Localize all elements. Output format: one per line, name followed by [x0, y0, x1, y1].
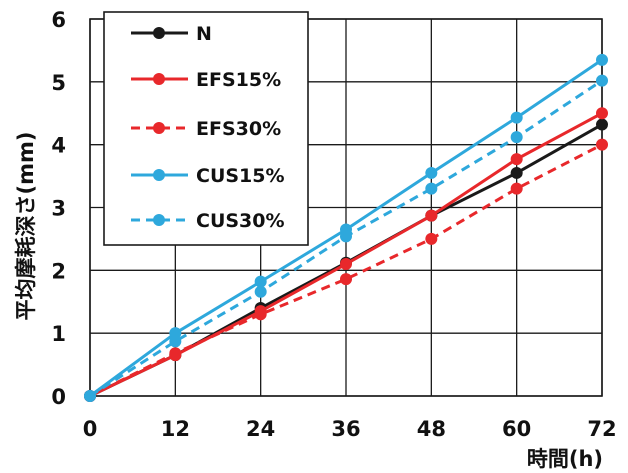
- plot-area: [89, 18, 603, 397]
- legend-item: CUS30%: [131, 210, 285, 232]
- data-point: [510, 153, 523, 166]
- y-tick-label: 2: [51, 259, 66, 283]
- data-point: [340, 230, 352, 243]
- y-tick-label: 6: [51, 8, 66, 32]
- data-point: [510, 111, 523, 124]
- x-tick-label: 0: [83, 417, 98, 441]
- data-point: [254, 285, 267, 298]
- data-point: [340, 258, 352, 271]
- data-point: [596, 53, 608, 66]
- x-tick-label: 60: [502, 417, 531, 441]
- y-tick-label: 1: [51, 322, 66, 346]
- data-point: [510, 166, 523, 179]
- legend-item: EFS30%: [131, 118, 281, 140]
- legend-label: EFS30%: [196, 118, 281, 140]
- legend-marker: [153, 122, 165, 134]
- legend-marker: [153, 169, 165, 181]
- legend-item: CUS15%: [131, 165, 285, 187]
- legend-item: EFS15%: [131, 69, 281, 91]
- data-point: [596, 118, 608, 131]
- y-tick-label: 4: [51, 134, 66, 158]
- series-layer: [84, 53, 608, 402]
- data-point: [510, 182, 523, 195]
- data-point: [596, 74, 608, 87]
- plot-frame: [89, 18, 603, 397]
- y-axis-label: 平均摩耗深さ(mm): [14, 132, 38, 321]
- data-point: [254, 275, 267, 288]
- legend-item: N: [131, 23, 212, 45]
- legend-marker: [153, 27, 165, 39]
- legend: N EFS15% EFS30% CUS15% CUS30%: [103, 11, 309, 246]
- data-point: [169, 335, 182, 348]
- y-tick-label: 0: [51, 385, 66, 409]
- x-tick-label: 12: [161, 417, 190, 441]
- data-point: [340, 273, 352, 286]
- data-point: [596, 138, 608, 151]
- x-tick-label: 72: [587, 417, 616, 441]
- legend-marker: [153, 73, 165, 85]
- y-tick-label: 3: [51, 197, 66, 221]
- data-point: [425, 166, 438, 179]
- series-cus30-pct: [84, 74, 608, 402]
- x-tick-label: 36: [331, 417, 360, 441]
- legend-label: N: [196, 23, 212, 45]
- x-tick-label: 24: [246, 417, 275, 441]
- legend-label: EFS15%: [196, 69, 281, 91]
- x-axis-label: 時間(h): [527, 447, 603, 471]
- data-point: [596, 107, 608, 120]
- x-tick-label: 48: [417, 417, 446, 441]
- data-point: [169, 347, 182, 360]
- data-point: [425, 182, 438, 195]
- legend-label: CUS30%: [196, 210, 285, 232]
- data-point: [510, 131, 523, 144]
- legend-marker: [153, 214, 165, 226]
- data-point: [425, 232, 438, 245]
- data-point: [84, 390, 96, 402]
- data-point: [254, 308, 267, 321]
- legend-label: CUS15%: [196, 165, 285, 187]
- data-point: [425, 209, 438, 222]
- y-tick-label: 5: [51, 71, 66, 95]
